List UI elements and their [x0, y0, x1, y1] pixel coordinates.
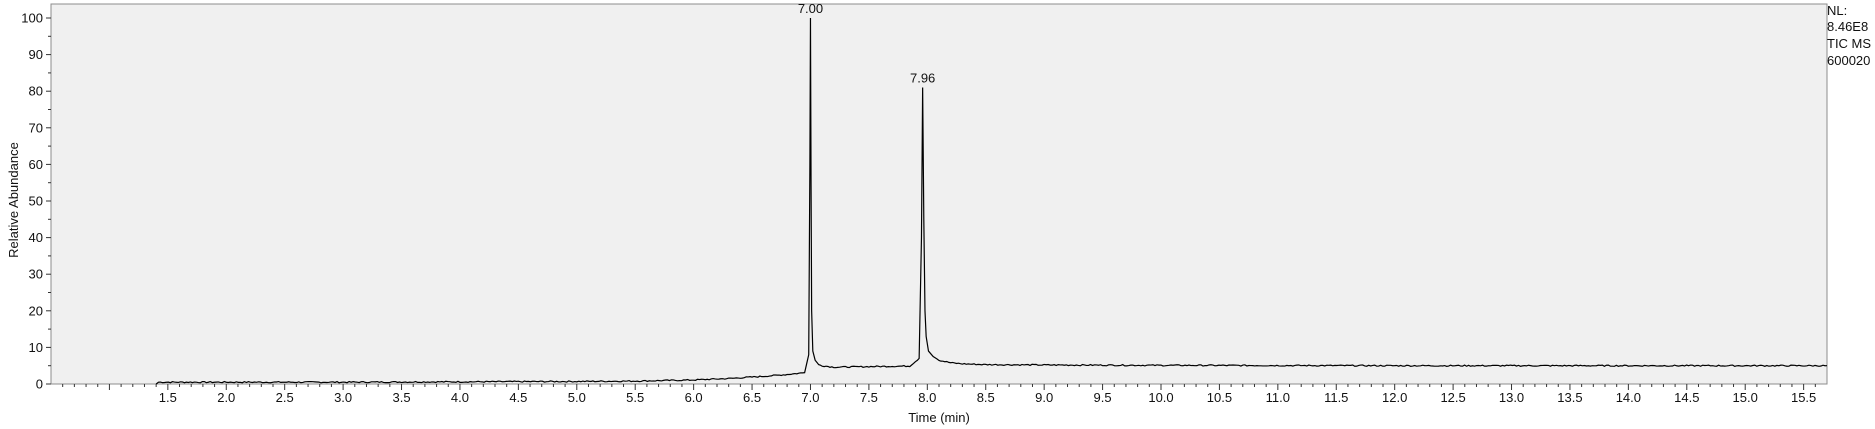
- x-tick-label: 11.0: [1266, 390, 1290, 405]
- y-tick-label: 50: [29, 194, 43, 209]
- x-tick-label: 12.5: [1440, 390, 1465, 405]
- x-tick-label: 10.5: [1207, 390, 1232, 405]
- x-tick-label: 4.0: [451, 390, 469, 405]
- x-tick-label: 11.5: [1324, 390, 1348, 405]
- x-tick-label: 6.0: [685, 390, 703, 405]
- x-tick-label: 7.5: [860, 390, 878, 405]
- x-tick-label: 13.0: [1499, 390, 1524, 405]
- x-tick-label: 9.5: [1094, 390, 1112, 405]
- y-tick-label: 20: [29, 303, 43, 318]
- peak-label: 7.96: [910, 71, 935, 86]
- x-tick-label: 3.0: [334, 390, 352, 405]
- x-axis-ticks: 1.5 2.0 2.5 3.0 3.5 4.0 4.5 5.0 5.5 6.0 6.5 7.0 7.5 8…: [62, 384, 1816, 405]
- x-tick-label: 2.5: [276, 390, 294, 405]
- y-tick-label: 70: [29, 120, 43, 135]
- x-tick-label: 14.0: [1616, 390, 1641, 405]
- x-tick-label: 3.5: [392, 390, 410, 405]
- x-tick-label: 2.0: [217, 390, 235, 405]
- x-tick-label: 12.0: [1382, 390, 1407, 405]
- y-tick-label: 60: [29, 157, 43, 172]
- x-tick-label: 1.5: [159, 390, 177, 405]
- y-tick-label: 100: [21, 11, 43, 26]
- x-tick-label: 8.5: [977, 390, 995, 405]
- y-tick-label: 80: [29, 84, 43, 99]
- x-tick-label: 5.0: [568, 390, 586, 405]
- nl-value: 8.46E8: [1827, 19, 1869, 34]
- x-tick-label: 5.5: [626, 390, 644, 405]
- x-tick-label: 6.5: [743, 390, 761, 405]
- y-tick-label: 90: [29, 47, 43, 62]
- plot-area: [50, 3, 1828, 385]
- y-axis-ticks: 0 10 20 30 40 50 60 70 80 90 100: [21, 11, 51, 392]
- y-tick-label: 40: [29, 230, 43, 245]
- x-tick-label: 15.5: [1791, 390, 1816, 405]
- scan-filter: TIC MS: [1827, 36, 1872, 51]
- x-tick-label: 9.0: [1035, 390, 1053, 405]
- x-tick-label: 13.5: [1557, 390, 1582, 405]
- y-axis-label: Relative Abundance: [6, 142, 21, 258]
- file-name: 600020: [1827, 53, 1871, 68]
- x-tick-label: 4.5: [509, 390, 527, 405]
- y-tick-label: 0: [36, 377, 43, 392]
- x-tick-label: 14.5: [1674, 390, 1699, 405]
- peak-label: 7.00: [798, 1, 823, 16]
- y-tick-label: 10: [29, 340, 43, 355]
- x-tick-label: 7.0: [801, 390, 819, 405]
- x-tick-label: 10.0: [1148, 390, 1173, 405]
- x-tick-label: 15.0: [1733, 390, 1758, 405]
- nl-label: NL:: [1827, 3, 1848, 18]
- x-axis-label: Time (min): [908, 410, 970, 425]
- x-tick-label: 8.0: [918, 390, 936, 405]
- peak-labels: 7.00 7.96: [798, 1, 935, 86]
- y-tick-label: 30: [29, 267, 43, 282]
- tic-trace: [155, 17, 1828, 385]
